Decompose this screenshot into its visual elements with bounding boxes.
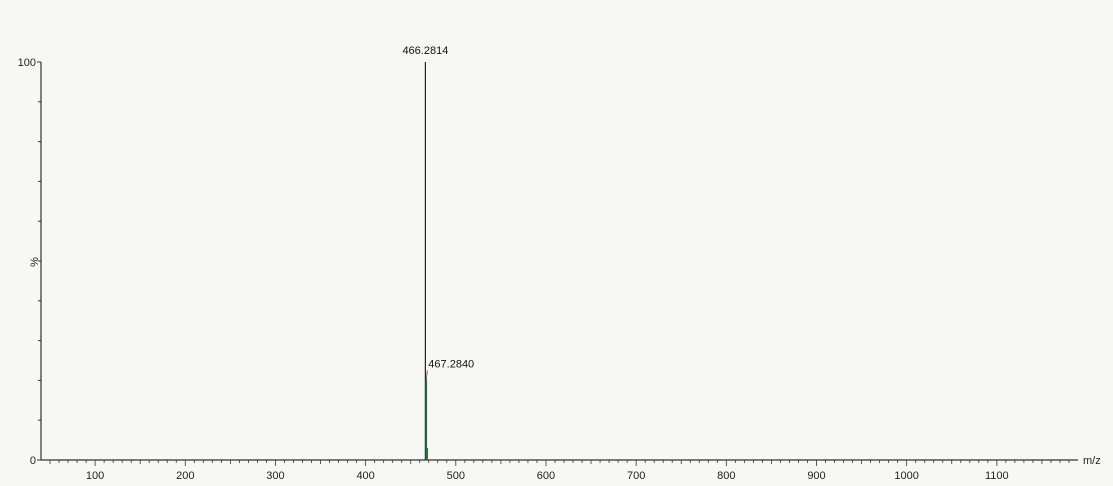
y-axis-title: % [29,257,41,267]
axes [37,61,1078,466]
x-tick-label: 500 [447,470,465,482]
x-tick-label: 800 [717,470,735,482]
x-tick-label: 300 [266,470,284,482]
x-tick-label: 1000 [894,470,918,482]
y-tick-label: 100 [18,57,36,69]
peaks [424,62,429,460]
x-tick-label: 1100 [985,470,1009,482]
labels: 0 100% 100 200 300 400 500 600 700 800 900 1000 1100… [18,45,1101,482]
peak-label-leader [425,370,428,381]
y-tick-label: 0 [30,455,36,467]
x-tick-label: 600 [537,470,555,482]
x-tick-label: 700 [627,470,645,482]
x-tick-label: 200 [176,470,194,482]
x-tick-label: 100 [86,470,104,482]
x-tick-label: 400 [356,470,374,482]
x-axis-title: m/z [1083,455,1101,467]
peak-label: 467.2840 [428,358,474,370]
x-tick-label: 900 [807,470,825,482]
peak-label: 466.2814 [402,45,448,57]
